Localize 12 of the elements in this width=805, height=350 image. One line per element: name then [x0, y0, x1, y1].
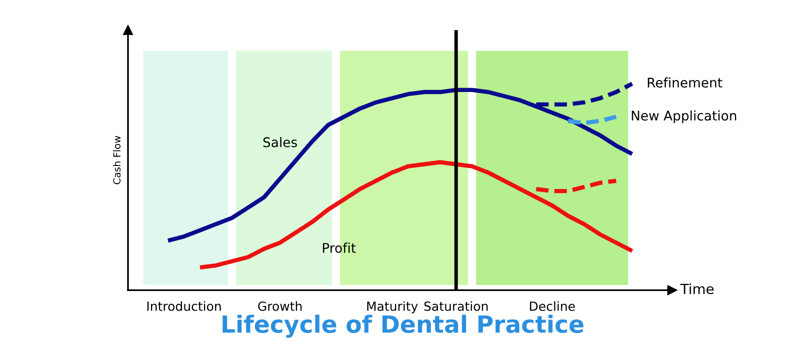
series-label: Sales	[263, 137, 297, 148]
text: Lifecycle of Dental Practice	[222, 314, 584, 338]
series-label: New Application	[632, 110, 736, 124]
x-tick-label: Growth	[258, 301, 302, 311]
x-axis-title: Time	[680, 283, 714, 294]
x-tick-label: Saturation	[424, 301, 488, 311]
series-label: Profit	[322, 242, 356, 253]
x-tick-label: Maturity	[367, 301, 418, 314]
x-tick-label: Decline	[530, 301, 575, 311]
x-tick-label: Introduction	[147, 301, 221, 311]
series-label: Refinement	[648, 77, 722, 88]
y-axis-title: Cash Flow	[113, 136, 121, 184]
